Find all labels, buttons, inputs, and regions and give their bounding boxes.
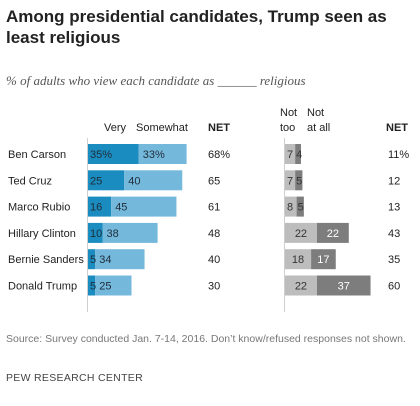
category-label-hillary-clinton: Hillary Clinton [8, 228, 76, 240]
bar-very-ben-carson [88, 144, 139, 164]
header-somewhat: Somewhat [136, 122, 188, 134]
label-somewhat-hillary-clinton: 38 [107, 228, 119, 240]
net-not-religious-donald-trump: 60 [388, 281, 400, 293]
net-not-religious-marco-rubio: 13 [388, 202, 400, 214]
label-very-donald-trump: 5 [90, 281, 96, 293]
pew-research-brand: PEW RESEARCH CENTER [6, 372, 143, 384]
bar-not-at-all-ben-carson [295, 144, 301, 164]
bar-not-at-all-marco-rubio [296, 196, 304, 217]
header-not-too-line1: Not [280, 107, 297, 119]
net-religious-marco-rubio: 61 [208, 202, 220, 214]
net-religious-ted-cruz: 65 [208, 175, 220, 187]
chart-title: Among presidential candidates, Trump see… [6, 7, 387, 47]
bar-very-donald-trump [88, 275, 96, 296]
label-very-ted-cruz: 25 [90, 175, 102, 187]
label-not-too-ted-cruz: 7 [287, 175, 293, 187]
label-very-hillary-clinton: 10 [90, 228, 102, 240]
bar-somewhat-donald-trump [95, 275, 132, 296]
bar-not-at-all-hillary-clinton [316, 222, 349, 243]
chart-subtitle: % of adults who view each candidate as _… [6, 73, 306, 88]
label-somewhat-ted-cruz: 40 [128, 175, 140, 187]
net-not-religious-ted-cruz: 12 [388, 175, 400, 187]
label-not-at-all-ben-carson: 4 [296, 149, 302, 161]
header-not-at-all-line2: at all [307, 122, 330, 134]
category-label-bernie-sanders: Bernie Sanders [8, 254, 84, 266]
bar-very-marco-rubio [88, 196, 112, 217]
bar-not-too-ben-carson [285, 144, 296, 164]
bar-very-bernie-sanders [88, 249, 96, 270]
label-somewhat-bernie-sanders: 34 [99, 254, 111, 266]
net-not-religious-ben-carson: 11% [388, 149, 409, 161]
label-not-too-marco-rubio: 8 [287, 202, 293, 214]
header-net-not-religious: NET [386, 122, 408, 134]
label-somewhat-marco-rubio: 45 [115, 202, 127, 214]
bar-not-too-donald-trump [285, 275, 317, 296]
category-label-donald-trump: Donald Trump [8, 281, 77, 293]
label-not-too-bernie-sanders: 18 [292, 254, 304, 266]
header-not-too-line2: too [280, 122, 295, 134]
bar-somewhat-ben-carson [138, 144, 187, 164]
label-not-at-all-hillary-clinton: 22 [327, 228, 339, 240]
label-somewhat-donald-trump: 25 [99, 281, 111, 293]
bar-not-at-all-bernie-sanders [311, 249, 336, 270]
header-very: Very [104, 122, 127, 134]
bar-not-at-all-ted-cruz [295, 170, 303, 191]
bar-very-ted-cruz [88, 170, 125, 191]
net-religious-donald-trump: 30 [208, 281, 220, 293]
net-not-religious-hillary-clinton: 43 [388, 228, 400, 240]
bar-somewhat-ted-cruz [124, 170, 183, 191]
bar-not-at-all-donald-trump [316, 275, 371, 296]
category-label-ben-carson: Ben Carson [8, 149, 66, 161]
label-not-too-donald-trump: 22 [295, 281, 307, 293]
bar-somewhat-bernie-sanders [95, 249, 145, 270]
bar-not-too-bernie-sanders [285, 249, 312, 270]
label-not-at-all-bernie-sanders: 17 [317, 254, 329, 266]
source-note: Source: Survey conducted Jan. 7-14, 2016… [6, 333, 406, 345]
label-very-bernie-sanders: 5 [90, 254, 96, 266]
bar-not-too-marco-rubio [285, 196, 297, 217]
label-very-marco-rubio: 16 [90, 202, 102, 214]
label-not-at-all-ted-cruz: 5 [296, 175, 302, 187]
category-label-ted-cruz: Ted Cruz [8, 175, 52, 187]
label-not-at-all-marco-rubio: 5 [298, 202, 304, 214]
bar-very-hillary-clinton [88, 222, 103, 243]
net-religious-ben-carson: 68% [208, 149, 230, 161]
label-somewhat-ben-carson: 33% [143, 149, 165, 161]
net-religious-hillary-clinton: 48 [208, 228, 220, 240]
bar-not-too-hillary-clinton [285, 222, 317, 243]
header-not-at-all-line1: Not [307, 107, 324, 119]
net-not-religious-bernie-sanders: 35 [388, 254, 400, 266]
header-net-religious: NET [208, 122, 230, 134]
label-not-too-ben-carson: 7 [287, 149, 293, 161]
label-not-too-hillary-clinton: 22 [295, 228, 307, 240]
label-not-at-all-donald-trump: 37 [338, 281, 350, 293]
bar-not-too-ted-cruz [285, 170, 296, 191]
bar-somewhat-marco-rubio [111, 196, 177, 217]
net-religious-bernie-sanders: 40 [208, 254, 220, 266]
bar-somewhat-hillary-clinton [102, 222, 158, 243]
label-very-ben-carson: 35% [90, 149, 112, 161]
category-label-marco-rubio: Marco Rubio [8, 202, 70, 214]
